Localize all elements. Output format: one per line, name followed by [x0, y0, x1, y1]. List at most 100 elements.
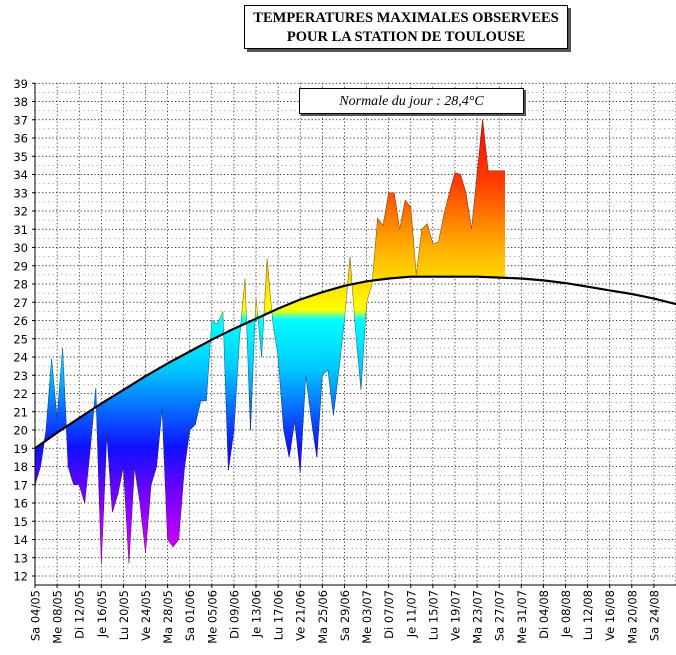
- x-tick-label: Di 09/06: [227, 590, 241, 639]
- x-tick-label: Ve 24/05: [139, 590, 153, 641]
- temperature-fill-segment: [128, 382, 135, 564]
- x-tick-label: Sa 29/06: [338, 590, 352, 641]
- y-tick-label: 27: [13, 296, 28, 310]
- temperature-fill-segment: [399, 199, 406, 278]
- temperature-fill-segment: [299, 297, 307, 472]
- y-tick-label: 20: [13, 424, 28, 438]
- temperature-fill-segment: [288, 301, 296, 458]
- y-tick-label: 12: [13, 570, 28, 584]
- temperature-fill-segment: [327, 288, 334, 416]
- temperature-fill-segment: [78, 413, 86, 504]
- y-tick-label: 14: [13, 533, 28, 547]
- axes: [34, 83, 676, 586]
- y-tick-label: 16: [13, 497, 28, 511]
- temperature-fill-segment: [172, 356, 179, 548]
- x-tick-label: Lu 15/07: [426, 590, 440, 640]
- temperature-fill-segment: [167, 359, 174, 548]
- temperature-fill-segment: [476, 119, 483, 278]
- x-tick-label: Me 05/06: [205, 590, 219, 644]
- temperature-fill-segment: [382, 192, 389, 280]
- y-tick-label: 36: [13, 132, 28, 146]
- x-tick-label: Ve 16/08: [603, 590, 617, 641]
- temperature-fill-segment: [305, 295, 312, 420]
- x-tick-label: Lu 17/06: [272, 590, 286, 640]
- chart-title-line-1: TEMPERATURES MAXIMALES OBSERVEES: [253, 10, 559, 26]
- y-tick-label: 34: [13, 168, 28, 182]
- temperature-fill-segment: [393, 192, 401, 279]
- y-tick-label: 38: [13, 95, 28, 109]
- y-tick-label: 39: [13, 77, 28, 91]
- y-tick-label: 26: [13, 314, 28, 328]
- x-tick-label: Ma 28/05: [161, 590, 175, 644]
- y-tick-label: 19: [13, 442, 28, 456]
- temperature-fill-segment: [449, 172, 456, 278]
- x-tick-label: Sa 27/07: [493, 590, 507, 641]
- temperature-fill-segment: [178, 353, 185, 540]
- y-tick-label: 30: [13, 241, 28, 255]
- y-tick-label: 18: [13, 460, 28, 474]
- y-tick-label: 35: [13, 150, 28, 164]
- y-tick-label: 32: [13, 205, 28, 219]
- x-tick-label: Me 08/05: [51, 590, 65, 644]
- temperature-fill-segment: [183, 351, 191, 471]
- x-tick-label: Me 03/07: [360, 590, 374, 644]
- temperature-fill-segment: [316, 291, 323, 458]
- y-tick-label: 21: [13, 405, 28, 419]
- y-tick-label: 13: [13, 551, 28, 565]
- y-tick-label: 28: [13, 278, 28, 292]
- temperature-fill-segment: [388, 192, 395, 279]
- temperature-fill-segment: [493, 170, 500, 278]
- temperature-fill-segment: [454, 172, 461, 278]
- temperature-fill-segment: [112, 392, 119, 513]
- x-tick-label: Ve 19/07: [448, 590, 462, 641]
- y-tick-label: 37: [13, 113, 28, 127]
- x-tick-label: Lu 20/05: [117, 590, 131, 640]
- y-tick-label: 31: [13, 223, 28, 237]
- x-tick-label: Ve 21/06: [294, 590, 308, 641]
- normal-temperature-line: [34, 275, 676, 450]
- temperature-fill-segment: [465, 192, 472, 278]
- temperature-fill-segment: [73, 417, 80, 486]
- temperature-fill-segment: [421, 223, 428, 278]
- temperature-fill-segment: [377, 217, 384, 281]
- x-tick-label: Ma 20/08: [625, 590, 639, 644]
- y-axis-ticks: 12 13 14 15 16 17 18 19 20 21 22 23 24 25 26 27 28 29 30 31…: [13, 77, 35, 584]
- temperature-fill-segment: [471, 174, 478, 278]
- y-tick-label: 23: [13, 369, 28, 383]
- temperature-fill-segment: [217, 311, 224, 338]
- x-tick-label: Sa 04/05: [29, 590, 43, 641]
- y-tick-label: 29: [13, 259, 28, 273]
- temperature-fill-segment: [117, 389, 124, 494]
- x-tick-label: Je 11/07: [404, 590, 418, 638]
- x-tick-label: Me 31/07: [515, 590, 529, 644]
- temperature-fill-segment: [322, 290, 329, 376]
- x-axis-ticks: Sa 04/05 Me 08/05 Di 12/05 Je 16/05 Lu 20/05…: [29, 585, 661, 644]
- temperature-fill-areas: [34, 119, 505, 564]
- temperature-fill-segment: [106, 396, 113, 513]
- chart-title-line-2: POUR LA STATION DE TOULOUSE: [286, 29, 526, 45]
- temperature-fill-segment: [498, 170, 505, 279]
- x-tick-label: Lu 12/08: [581, 590, 595, 640]
- x-tick-label: Sa 24/08: [647, 590, 661, 641]
- temperature-fill-segment: [427, 223, 434, 278]
- temperature-fill-segment: [432, 241, 439, 278]
- temperature-fill-segment: [333, 287, 340, 416]
- temperature-fill-segment: [200, 342, 207, 402]
- y-tick-label: 15: [13, 515, 28, 529]
- x-tick-label: Je 13/06: [250, 590, 264, 638]
- observed-max-temperature-line: [34, 119, 505, 564]
- x-tick-label: Sa 01/06: [183, 590, 197, 641]
- x-tick-label: Di 12/05: [73, 590, 87, 639]
- temperature-fill-segment: [438, 214, 445, 278]
- temperature-fill-segment: [123, 385, 130, 564]
- y-tick-label: 22: [13, 387, 28, 401]
- y-tick-label: 25: [13, 332, 28, 346]
- y-tick-label: 17: [13, 478, 28, 492]
- temperature-fill-segment: [34, 443, 41, 485]
- x-tick-label: Je 16/05: [95, 590, 109, 638]
- y-tick-label: 33: [13, 186, 28, 200]
- chart-title: TEMPERATURES MAXIMALES OBSERVEES POUR LA…: [244, 5, 568, 49]
- x-tick-label: Di 07/07: [382, 590, 396, 639]
- temperature-fill-segment: [189, 348, 196, 431]
